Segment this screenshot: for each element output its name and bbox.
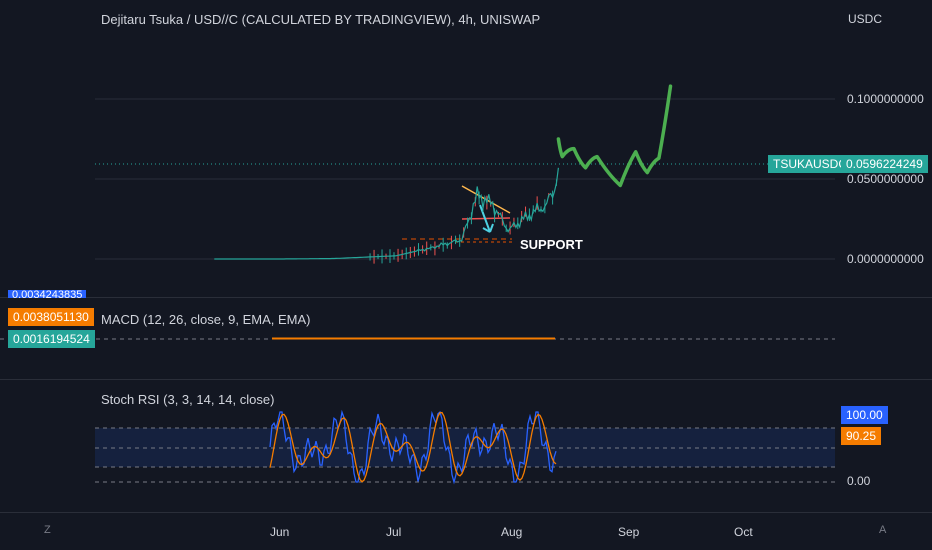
projection-line <box>556 84 673 188</box>
currency-label: USDC <box>848 12 883 26</box>
price-series-line <box>214 167 559 260</box>
stoch-d-tag: 90.25 <box>841 427 882 445</box>
stoch-rsi-title[interactable]: Stoch RSI (3, 3, 14, 14, close) <box>101 392 275 407</box>
month-label-aug: Aug <box>501 525 523 539</box>
pane-separator[interactable] <box>0 512 932 513</box>
last-price-tag: 0.0596224249 <box>841 155 928 173</box>
month-label-jul: Jul <box>386 525 402 539</box>
down-arrow <box>479 204 494 233</box>
zoom-reset-button[interactable]: Z <box>44 524 51 536</box>
support-annotation[interactable]: SUPPORT <box>520 237 583 252</box>
histogram-value-tag: 0.0016194524 <box>8 330 95 348</box>
signal-value-tag: 0.0038051130 <box>8 308 94 326</box>
macd-title[interactable]: MACD (12, 26, close, 9, EMA, EMA) <box>101 312 311 327</box>
month-label-oct: Oct <box>734 525 753 539</box>
symbol-tag[interactable]: TSUKAUSDC <box>768 155 853 173</box>
pane-separator[interactable] <box>0 379 932 380</box>
chart-title: Dejitaru Tsuka / USD//C (CALCULATED BY T… <box>101 12 541 27</box>
month-label-jun: Jun <box>270 525 290 539</box>
pane-separator[interactable] <box>0 297 932 298</box>
macd-value-tag: 0.0034243835 <box>8 290 87 298</box>
price-axis-label: 0.1000000000 <box>847 92 924 106</box>
price-axis-label: 0.0000000000 <box>847 252 924 266</box>
auto-scale-button[interactable]: A <box>879 524 887 536</box>
stoch-k-tag: 100.00 <box>841 406 888 424</box>
price-axis-label: 0.0500000000 <box>847 172 924 186</box>
month-label-sep: Sep <box>618 525 640 539</box>
stoch-axis-label: 0.00 <box>847 474 871 488</box>
stoch-d-line <box>269 411 557 483</box>
